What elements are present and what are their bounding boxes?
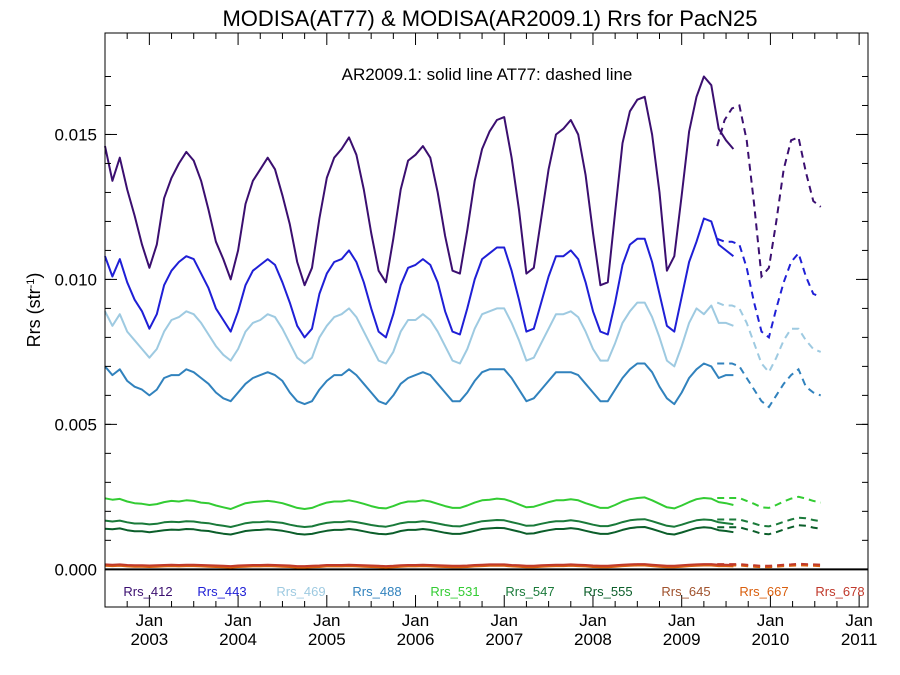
legend-entry-rrs-443: Rrs_443 (197, 584, 246, 599)
legend-entry-rrs-531: Rrs_531 (430, 584, 479, 599)
series-dashed-rrs-678 (717, 562, 821, 567)
x-axis: Jan2003Jan2004Jan2005Jan2006Jan2007Jan20… (126, 33, 878, 649)
series-line-rrs-678 (104, 563, 734, 568)
y-tick-label: 0.005 (54, 415, 97, 434)
series-line-rrs-469 (104, 301, 734, 368)
x-tick-year-label: 2007 (485, 630, 523, 649)
legend-entry-rrs-412: Rrs_412 (123, 584, 172, 599)
series-line-rrs-547 (104, 518, 734, 528)
x-tick-year-label: 2010 (751, 630, 789, 649)
x-tick-year-label: 2006 (397, 630, 435, 649)
x-tick-month-label: Jan (313, 611, 340, 630)
x-tick-year-label: 2011 (841, 630, 878, 649)
series-line-rrs-412 (104, 75, 735, 287)
legend-entry-rrs-555: Rrs_555 (583, 584, 632, 599)
series-dashed-rrs-555 (717, 524, 821, 536)
series-dashed-rrs-443 (716, 237, 822, 340)
x-tick-year-label: 2008 (574, 630, 612, 649)
y-axis: 0.000 0.005 0.010 0.015 (54, 75, 868, 579)
legend-entry-rrs-469: Rrs_469 (276, 584, 325, 599)
legend-entry-rrs-667: Rrs_667 (739, 584, 788, 599)
line-style-annotation: AR2009.1: solid line AT77: dashed line (342, 65, 633, 84)
x-tick-year-label: 2005 (308, 630, 346, 649)
x-tick-month-label: Jan (845, 611, 872, 630)
x-tick-month-label: Jan (224, 611, 251, 630)
legend: Rrs_412 Rrs_443 Rrs_469 Rrs_488 Rrs_531 Rrs_5… (123, 584, 864, 599)
legend-entry-rrs-488: Rrs_488 (352, 584, 401, 599)
series-line-rrs-443 (104, 217, 735, 339)
y-axis-label: Rrs (str-1) (24, 273, 44, 348)
y-tick-label: 0.015 (54, 125, 97, 144)
series-line-rrs-488 (104, 362, 734, 406)
x-tick-month-label: Jan (757, 611, 784, 630)
x-tick-month-label: Jan (402, 611, 429, 630)
x-tick-month-label: Jan (579, 611, 606, 630)
legend-entry-rrs-547: Rrs_547 (505, 584, 554, 599)
series-dashed-rrs-531 (717, 495, 821, 509)
x-tick-month-label: Jan (668, 611, 695, 630)
legend-entry-rrs-678: Rrs_678 (815, 584, 864, 599)
y-axis-label-sup: -1 (25, 279, 37, 289)
x-tick-month-label: Jan (136, 611, 163, 630)
y-axis-label-close: ) (24, 273, 44, 279)
series-layer (104, 75, 822, 569)
series-dashed-rrs-469 (716, 301, 822, 374)
series-line-rrs-555 (104, 526, 734, 536)
series-line-rrs-531 (104, 496, 734, 510)
series-dashed-rrs-547 (717, 516, 821, 528)
chart-title: MODISA(AT77) & MODISA(AR2009.1) Rrs for … (222, 6, 757, 31)
plot-frame (104, 32, 869, 608)
x-tick-year-label: 2009 (663, 630, 701, 649)
legend-entry-rrs-645: Rrs_645 (661, 584, 710, 599)
series-line-rrs-667 (104, 564, 734, 569)
x-tick-month-label: Jan (491, 611, 518, 630)
y-tick-label: 0.010 (54, 270, 97, 289)
series-dashed-rrs-667 (717, 564, 821, 569)
y-tick-label: 0.000 (54, 560, 97, 579)
y-axis-label-main: Rrs (str (24, 288, 44, 347)
x-tick-year-label: 2004 (219, 630, 257, 649)
series-dashed-rrs-488 (717, 362, 822, 409)
series-dashed-rrs-412 (716, 104, 822, 279)
x-tick-year-label: 2003 (130, 630, 168, 649)
